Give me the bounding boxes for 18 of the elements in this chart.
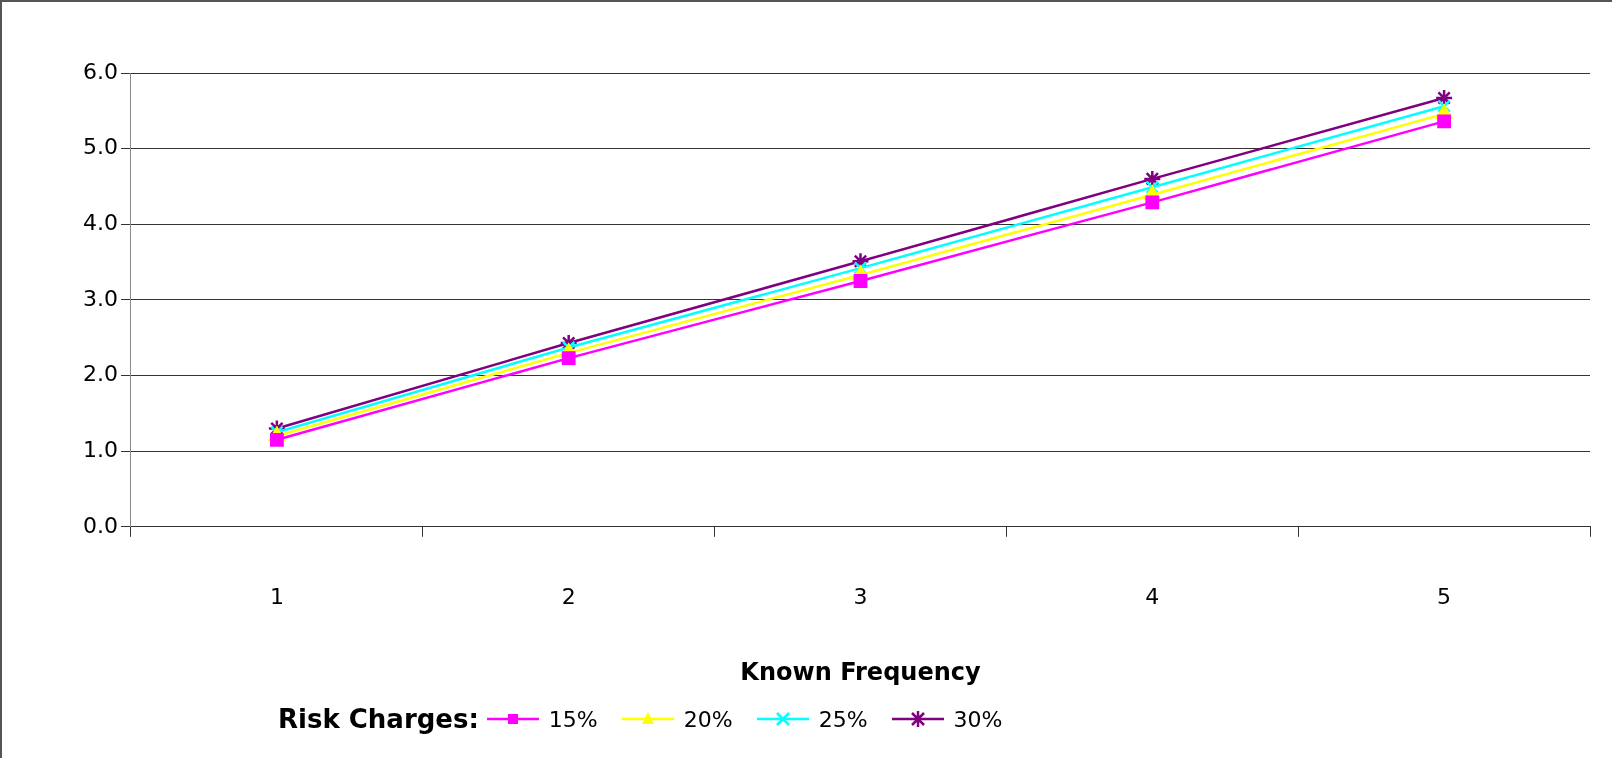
x-tick-label: 2 bbox=[561, 583, 576, 609]
legend-label: 30% bbox=[953, 706, 1003, 732]
x-tick-label: 4 bbox=[1145, 583, 1160, 609]
y-tick-label: 1.0 bbox=[82, 436, 118, 462]
y-tick-label: 6.0 bbox=[82, 58, 118, 84]
y-tick-label: 2.0 bbox=[82, 361, 118, 387]
legend-label: 15% bbox=[548, 706, 598, 732]
y-tick-label: 5.0 bbox=[82, 134, 118, 160]
x-tick-label: 5 bbox=[1437, 583, 1452, 609]
legend-label: 25% bbox=[818, 706, 868, 732]
legend-title: Risk Charges: bbox=[278, 704, 479, 734]
x-tick-label: 1 bbox=[269, 583, 284, 609]
x-tick-label: 3 bbox=[853, 583, 868, 609]
legend-label: 20% bbox=[683, 706, 733, 732]
y-tick-label: 0.0 bbox=[82, 512, 118, 538]
y-tick-label: 3.0 bbox=[82, 285, 118, 311]
y-tick-label: 4.0 bbox=[82, 209, 118, 235]
x-axis-title: Known Frequency bbox=[740, 657, 981, 686]
